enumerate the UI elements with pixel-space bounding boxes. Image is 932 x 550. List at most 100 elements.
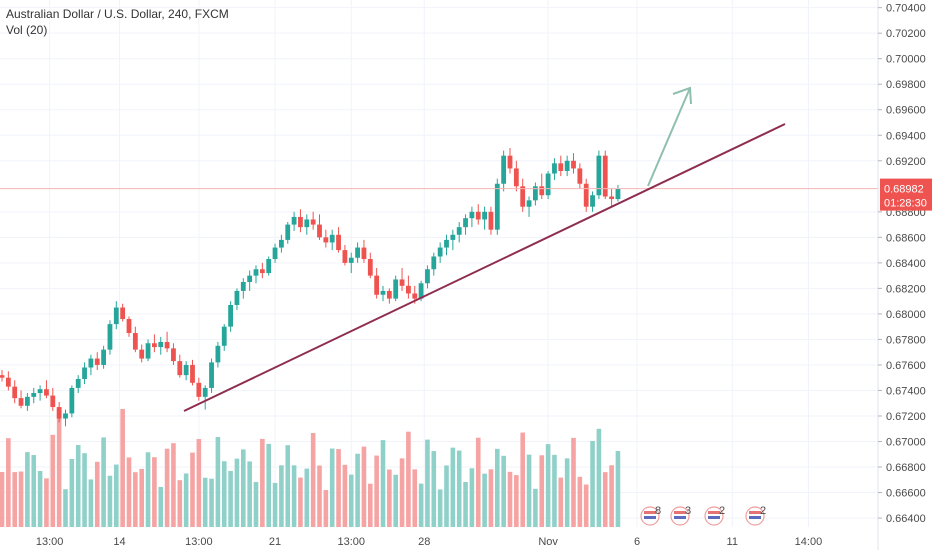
volume-bar [272,482,278,527]
candle-body [406,285,411,294]
candle-body [5,377,11,387]
support-trendline[interactable] [183,123,786,412]
volume-bar [158,486,164,527]
volume-bar [361,446,367,527]
volume-bar [323,490,329,527]
time-axis[interactable]: 13:00 14 13:00 21 13:00 28 Nov 6 11 14:00 [36,536,822,548]
volume-bar [31,455,37,527]
candle-body [291,216,297,225]
price-tick-label: 0.69800 [886,79,926,91]
arrow-shaft[interactable] [647,87,691,187]
volume-bar [450,447,456,527]
price-tag-countdown: 01:28:30 [884,198,927,210]
candle-body [386,290,392,299]
candle-body [615,188,621,200]
candle-body [342,250,348,263]
candle-body [602,155,608,197]
volume-bar [310,433,316,527]
volume-bar [501,455,506,527]
candle-body [583,183,589,207]
candle-body [247,275,253,283]
candle-body [18,398,24,406]
volume-bar [558,477,564,527]
price-axis[interactable]: 0.70400 0.70200 0.70000 0.69800 0.69600 0.694… [878,3,926,525]
volume-bar [50,434,56,527]
time-tick-label: Nov [538,536,558,548]
volume-bar [94,461,100,527]
volume-bar [488,469,494,527]
volume-bar [514,475,519,527]
volume-bar [336,449,341,527]
candle-body [266,259,272,274]
price-tick-label: 0.69600 [886,105,926,117]
event-marker[interactable]: 2 [704,505,725,526]
volume-bar [406,431,411,527]
time-tick-label: 13:00 [185,536,213,548]
candle-body [513,168,519,187]
volume-bar [114,464,119,527]
candle-body [69,387,75,414]
flag-stripe [708,511,720,514]
event-marker[interactable]: 3 [670,505,691,526]
candle-body [152,343,157,348]
candle-body [463,218,468,228]
candle-body [259,269,265,274]
volume-title[interactable]: Vol (20) [6,23,48,37]
candle-body [12,386,18,399]
volume-bar [253,481,259,527]
price-tick-label: 0.67200 [886,411,926,423]
candle-body [494,183,500,230]
candle-body [329,234,335,243]
volume-bar [75,445,81,527]
candle-body [228,304,233,327]
volume-bar [221,461,227,527]
volume-bar [145,452,151,527]
volume-bar [526,454,532,527]
volume-bar [431,451,437,527]
volume-bar [444,465,449,527]
projection-arrow[interactable] [647,86,692,187]
time-tick-label: 21 [269,536,281,548]
volume-bar [44,478,49,527]
volume-bars [0,409,621,527]
candle-body [558,163,564,171]
volume-bar [583,484,589,527]
event-marker[interactable]: 8 [640,505,661,526]
candle-body [348,257,354,263]
flag-stripe [674,516,686,519]
candle-body [418,283,424,299]
arrow-head[interactable] [672,86,692,105]
candle-body [253,269,259,276]
event-marker[interactable]: 2 [745,505,766,526]
volume-bar [139,468,144,527]
volume-bar [37,470,43,527]
candle-body [412,293,418,299]
price-tick-label: 0.67800 [886,334,926,346]
candle-body [564,160,570,171]
volume-bar [88,479,94,527]
symbol-title[interactable]: Australian Dollar / U.S. Dollar, 240, FX… [6,7,229,21]
candle-body [526,200,532,207]
volume-bar [285,445,291,527]
candle-body [469,211,475,219]
event-count: 8 [655,505,661,517]
candle-body [399,279,405,286]
volume-bar [463,481,468,527]
volume-bar [615,451,621,527]
volume-bar [412,469,418,527]
price-tick-label: 0.68200 [886,283,926,295]
volume-bar [298,477,303,527]
volume-bar [247,461,252,527]
volume-bar [202,477,208,527]
candle-body [88,358,94,368]
volume-bar [69,458,75,527]
time-tick-label: 11 [727,536,738,548]
volume-bar [133,472,138,527]
candle-body [279,239,284,248]
volume-bar [418,483,424,527]
volume-bar [317,465,322,527]
candle-body [272,247,278,260]
candle-body [31,393,37,397]
economic-events[interactable]: 8 3 2 2 [640,505,766,526]
